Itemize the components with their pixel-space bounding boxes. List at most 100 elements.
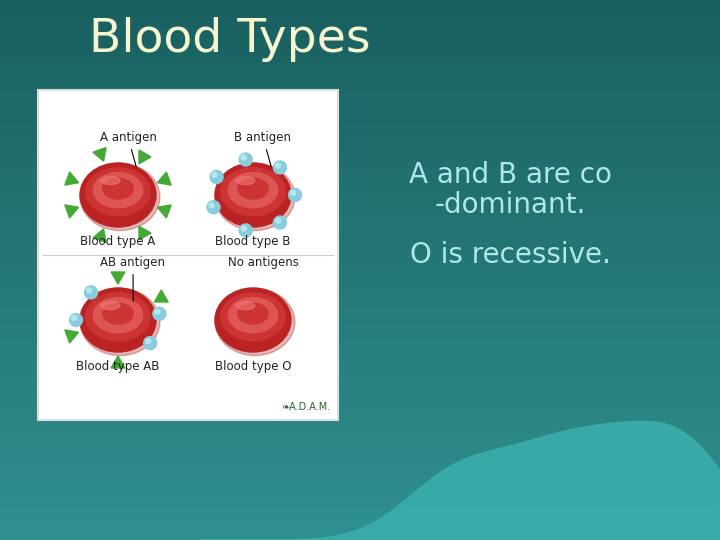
Circle shape [84, 286, 97, 299]
Ellipse shape [94, 173, 143, 208]
Text: Blood type AB: Blood type AB [76, 360, 160, 373]
Bar [0, 167, 720, 173]
Bar [0, 184, 720, 189]
Circle shape [70, 314, 83, 327]
Bar [0, 286, 720, 292]
Bar [0, 367, 720, 373]
Bar [0, 76, 720, 81]
Text: Blood Types: Blood Types [89, 17, 371, 63]
Bar [0, 335, 720, 340]
Bar [0, 356, 720, 362]
Ellipse shape [86, 168, 150, 216]
Bar [0, 108, 720, 113]
Text: AB antigen: AB antigen [101, 256, 166, 301]
Bar [0, 432, 720, 437]
Bar [0, 124, 720, 130]
Bar [0, 243, 720, 248]
Circle shape [71, 315, 76, 321]
Bar [0, 302, 720, 308]
Ellipse shape [101, 177, 120, 185]
Bar [0, 400, 720, 405]
Ellipse shape [80, 164, 160, 231]
Bar [0, 383, 720, 389]
Bar [0, 140, 720, 146]
Polygon shape [200, 421, 720, 540]
Bar [0, 178, 720, 184]
Bar [0, 189, 720, 194]
Bar [0, 216, 720, 221]
Ellipse shape [236, 177, 255, 185]
Text: Blood type O: Blood type O [215, 360, 292, 373]
Bar [0, 535, 720, 540]
Bar [0, 270, 720, 275]
Bar [0, 421, 720, 427]
Bar [0, 59, 720, 65]
Circle shape [155, 309, 160, 314]
Bar [0, 508, 720, 513]
FancyBboxPatch shape [38, 90, 338, 420]
Bar [0, 27, 720, 32]
Bar [0, 324, 720, 329]
Bar [0, 454, 720, 459]
Bar [0, 297, 720, 302]
Text: Blood type A: Blood type A [81, 235, 156, 248]
Bar [0, 173, 720, 178]
Ellipse shape [221, 168, 285, 216]
Ellipse shape [80, 288, 156, 352]
Bar [0, 49, 720, 54]
Bar [0, 227, 720, 232]
Bar [0, 119, 720, 124]
Bar [0, 378, 720, 383]
Bar [0, 497, 720, 502]
Text: A antigen: A antigen [99, 131, 156, 167]
Ellipse shape [103, 303, 133, 324]
Circle shape [86, 288, 91, 293]
Circle shape [276, 163, 281, 168]
Ellipse shape [228, 298, 278, 333]
Bar [0, 32, 720, 38]
Bar [0, 437, 720, 443]
Bar [0, 146, 720, 151]
Bar [0, 151, 720, 157]
Bar [0, 11, 720, 16]
Bar [0, 200, 720, 205]
Ellipse shape [215, 163, 291, 227]
Bar [0, 65, 720, 70]
Bar [0, 162, 720, 167]
Ellipse shape [80, 288, 160, 356]
Circle shape [276, 218, 281, 223]
Bar [0, 405, 720, 410]
Bar [0, 135, 720, 140]
Bar [0, 292, 720, 297]
Bar [0, 22, 720, 27]
Circle shape [212, 172, 217, 178]
Bar [0, 81, 720, 86]
Bar [0, 113, 720, 119]
Bar [0, 529, 720, 535]
Ellipse shape [215, 288, 295, 356]
Bar [0, 0, 720, 5]
Bar [0, 54, 720, 59]
Bar [0, 275, 720, 281]
Circle shape [241, 226, 246, 231]
Bar [0, 427, 720, 432]
Circle shape [274, 216, 287, 229]
Text: No antigens: No antigens [228, 256, 298, 269]
Bar [0, 373, 720, 378]
Bar [0, 92, 720, 97]
Bar [0, 351, 720, 356]
Bar [0, 394, 720, 400]
Circle shape [239, 153, 252, 166]
Circle shape [289, 188, 302, 201]
Bar [0, 524, 720, 529]
Bar [0, 221, 720, 227]
Bar [0, 259, 720, 265]
Bar [0, 238, 720, 243]
Bar [0, 513, 720, 518]
Ellipse shape [103, 178, 133, 199]
Text: Blood type B: Blood type B [215, 235, 291, 248]
Bar [0, 194, 720, 200]
Circle shape [144, 336, 157, 349]
Bar [0, 254, 720, 259]
Bar [0, 362, 720, 367]
